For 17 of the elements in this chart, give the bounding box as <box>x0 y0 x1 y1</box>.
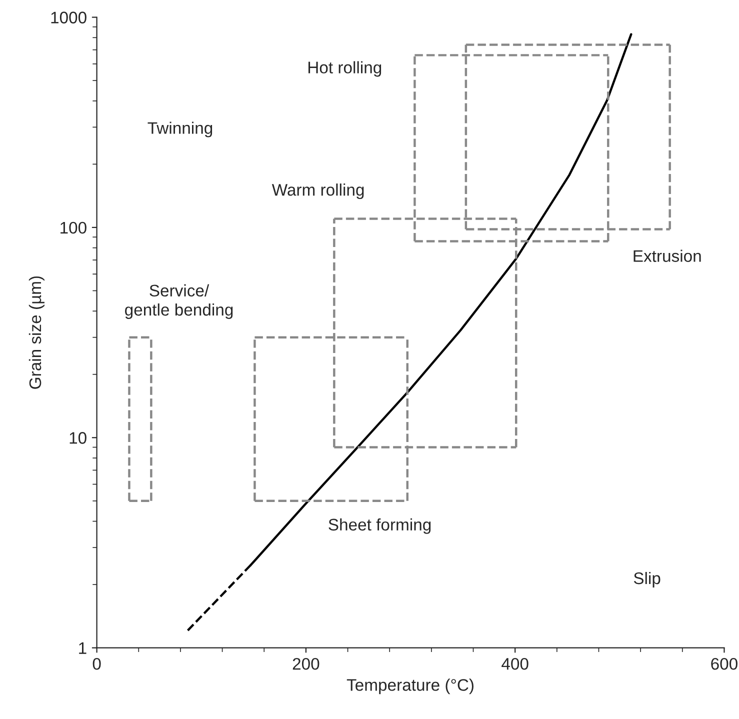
annotation: Warm rolling <box>272 184 364 200</box>
annotation: Twinning <box>148 122 212 138</box>
x-tick-label: 400 <box>502 658 528 670</box>
annotation: Service/ gentle bending <box>125 284 233 319</box>
annotation: Hot rolling <box>308 61 382 77</box>
annotation: Extrusion <box>634 250 701 262</box>
annotation: Slip <box>634 572 660 588</box>
y-tick-label: 1000 <box>51 12 86 24</box>
y-tick-label: 100 <box>60 222 86 234</box>
x-tick-label: 600 <box>711 658 738 670</box>
y-tick-label: 10 <box>70 432 86 444</box>
x-tick-label: 200 <box>292 658 320 670</box>
annotation: Sheet forming <box>328 518 431 534</box>
y-axis-title: Grain size (µm) <box>28 276 44 389</box>
x-tick-label: 0 <box>92 658 101 670</box>
y-tick-label: 1 <box>79 642 86 654</box>
x-axis-title: Temperature (°C) <box>346 678 474 694</box>
